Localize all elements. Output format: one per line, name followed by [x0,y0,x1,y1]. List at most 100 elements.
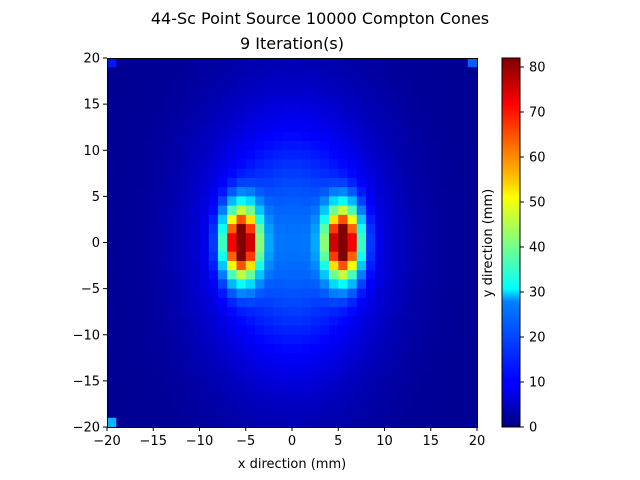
heatmap-cell [208,316,219,326]
heatmap-cell [255,76,265,87]
heatmap-cell [329,251,339,262]
heatmap-cell [199,205,210,216]
heatmap-cell [171,104,182,114]
heatmap-cell [403,224,413,234]
heatmap-cell [338,362,348,373]
heatmap-cell [393,408,404,419]
heatmap-cell [125,150,136,160]
heatmap-cell [107,104,117,114]
heatmap-cell [245,279,256,290]
heatmap-cell [384,325,395,336]
heatmap-cell [181,343,191,354]
heatmap-cell [319,362,330,373]
heatmap-cell [319,122,330,133]
heatmap-cell [366,297,376,308]
heatmap-cell [412,362,422,373]
heatmap-cell [199,85,210,96]
heatmap-cell [273,251,284,262]
heatmap-cell [227,150,237,160]
heatmap-cell [421,417,432,428]
heatmap-cell [440,67,450,77]
heatmap-cell [190,288,200,299]
heatmap-cell [171,270,182,280]
heatmap-cell [430,270,441,280]
heatmap-cell [264,260,274,271]
heatmap-cell [125,141,136,151]
heatmap-cell [366,270,376,280]
heatmap-cell [273,76,284,87]
heatmap-cell [467,196,478,207]
heatmap-cell [125,242,136,253]
heatmap-cell [301,187,311,197]
heatmap-cell [125,196,136,207]
heatmap-cell [421,334,432,345]
heatmap-cell [245,122,256,133]
heatmap-cell [310,131,321,142]
heatmap-cell [208,131,219,142]
heatmap-cell [393,251,404,262]
heatmap-cell [301,85,311,96]
heatmap-cell [199,67,210,77]
heatmap-cell [384,104,395,114]
heatmap-cell [190,297,200,308]
heatmap-cell [273,196,284,207]
heatmap-cell [347,353,358,363]
heatmap-cell [393,150,404,160]
heatmap-cell [421,159,432,170]
heatmap-cell [153,279,163,290]
heatmap-cell [218,371,228,382]
heatmap-cell [199,371,210,382]
heatmap-cell [227,307,237,317]
heatmap-cell [384,362,395,373]
heatmap-cell [273,122,284,133]
heatmap-cell [366,150,376,160]
heatmap-cell [310,58,321,68]
heatmap-cell [144,67,154,77]
heatmap-cell [403,297,413,308]
heatmap-cell [366,76,376,87]
heatmap-cell [116,187,126,197]
heatmap-cell [144,270,154,280]
heatmap-cell [366,122,376,133]
heatmap-cell [366,362,376,373]
heatmap-cell [236,122,247,133]
heatmap-cell [412,353,422,363]
heatmap-cell [134,205,145,216]
heatmap-cell [412,187,422,197]
heatmap-cell [384,316,395,326]
heatmap-cell [208,353,219,363]
heatmap-cell [162,58,173,68]
heatmap-cell [421,85,432,96]
heatmap-cell [403,362,413,373]
heatmap-cell [245,251,256,262]
heatmap-cell [440,104,450,114]
heatmap-cell [393,260,404,271]
heatmap-cell [338,205,348,216]
heatmap-cell [282,131,293,142]
heatmap-cell [292,85,302,96]
heatmap-cell [116,334,126,345]
heatmap-cell [347,205,358,216]
heatmap-cell [421,316,432,326]
heatmap-cell [384,270,395,280]
heatmap-cell [125,408,136,419]
heatmap-cell [458,196,469,207]
heatmap-cell [264,343,274,354]
heatmap-cell [412,150,422,160]
heatmap-cell [125,307,136,317]
heatmap-cell [181,316,191,326]
heatmap-cell [144,390,154,400]
heatmap-cell [162,417,173,428]
heatmap-cell [356,168,367,179]
heatmap-cell [412,297,422,308]
heatmap-cell [449,353,459,363]
heatmap-cell [384,251,395,262]
heatmap-cell [116,408,126,419]
heatmap-cell [181,187,191,197]
heatmap-cell [440,214,450,225]
heatmap-cell [273,408,284,419]
heatmap-cell [375,279,385,290]
heatmap-cell [116,390,126,400]
heatmap-cell [116,297,126,308]
